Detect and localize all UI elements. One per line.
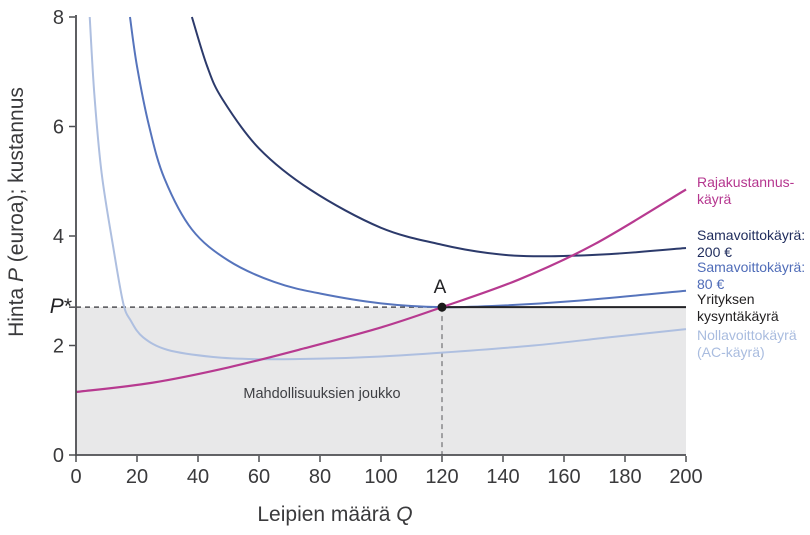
legend-line: Samavoittokäyrä:: [697, 227, 806, 243]
legend-item-zero-profit-curve: Nollavoittokäyrä (AC-käyrä): [697, 327, 797, 360]
x-tick-label: 120: [425, 466, 458, 488]
curve-legend: Rajakustannus- käyrä Samavoittokäyrä: 20…: [697, 0, 810, 535]
legend-line: Yrityksen: [697, 291, 755, 307]
p-star-asterisk: *: [63, 295, 72, 318]
x-tick-label: 80: [309, 466, 331, 488]
x-axis-title-text: Leipien määrä: [257, 503, 397, 526]
x-tick-label: 40: [187, 466, 209, 488]
legend-line: Nollavoittokäyrä: [697, 327, 797, 343]
legend-line: Samavoittokäyrä:: [697, 259, 806, 275]
legend-line: kysyntäkäyrä: [697, 307, 779, 324]
y-axis-title: Hinta P (euroa); kustannus: [3, 62, 31, 362]
legend-line: käyrä: [697, 190, 732, 207]
curve-ac: [88, 16, 687, 361]
feasible-set-label: Mahdollisuuksien joukko: [243, 386, 401, 402]
legend-item-marginal-cost: Rajakustannus- käyrä: [697, 174, 794, 207]
x-tick-label: 100: [364, 466, 397, 488]
legend-line: 200 €: [697, 243, 733, 260]
y-axis-title-rest: (euroa); kustannus: [5, 87, 28, 269]
legend-item-isoprofit-200: Samavoittokäyrä: 200 €: [697, 227, 805, 260]
feasible-set-area: [76, 307, 686, 455]
legend-line: (AC-käyrä): [697, 343, 765, 360]
legend-item-demand-curve: Yrityksen kysyntäkäyrä: [697, 291, 779, 324]
p-star-label: P*: [30, 295, 72, 319]
y-axis-title-var: P: [5, 268, 28, 283]
point-a-label: A: [433, 277, 447, 298]
point-a-marker: [437, 302, 447, 312]
curve-iso200: [190, 16, 687, 258]
y-tick-label: 4: [53, 226, 64, 248]
curve-mc: [75, 188, 687, 394]
x-tick-label: 140: [486, 466, 519, 488]
x-tick-label: 160: [547, 466, 580, 488]
y-tick-label: 8: [53, 7, 64, 29]
y-axis-title-text: Hinta: [5, 282, 28, 337]
x-tick-label: 20: [126, 466, 148, 488]
legend-line: Rajakustannus-: [697, 174, 795, 190]
x-tick-label: 0: [70, 466, 81, 488]
x-tick-label: 60: [248, 466, 270, 488]
legend-item-isoprofit-80: Samavoittokäyrä: 80 €: [697, 259, 805, 292]
x-axis-title-var: Q: [396, 503, 413, 526]
x-tick-label: 180: [608, 466, 641, 488]
x-tick-label: 200: [669, 466, 702, 488]
y-tick-label: 0: [53, 445, 64, 467]
x-axis-title: Leipien määrä Q: [235, 503, 435, 527]
p-star-symbol: P: [49, 295, 64, 318]
legend-line: 80 €: [697, 275, 725, 292]
curve-iso80: [128, 16, 687, 309]
curves-group: [75, 16, 687, 394]
y-tick-label: 2: [53, 336, 64, 358]
y-tick-label: 6: [53, 117, 64, 139]
